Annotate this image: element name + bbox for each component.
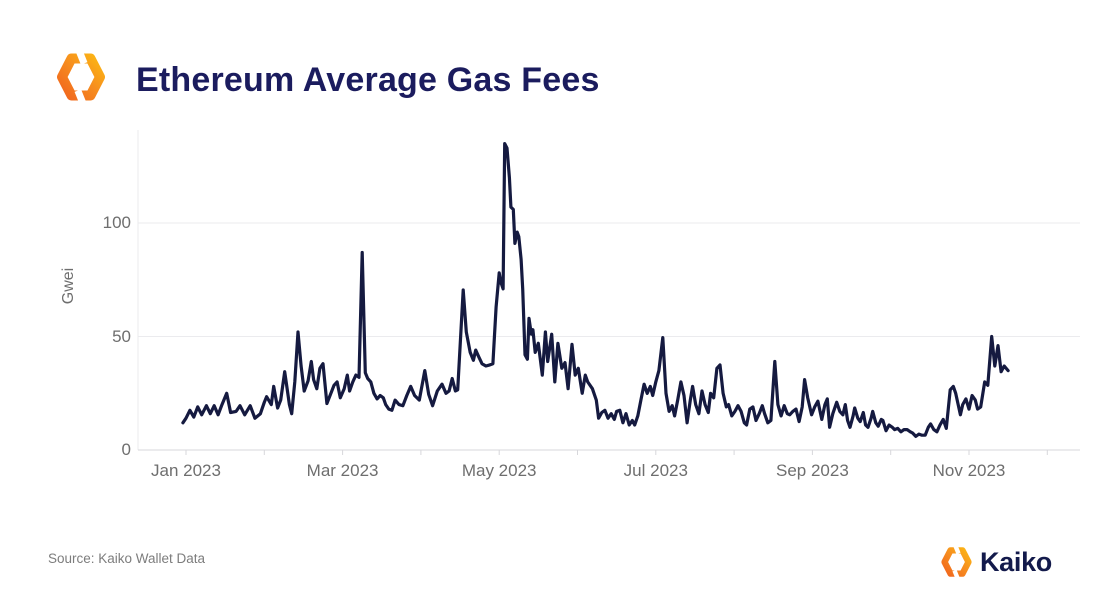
source-attribution: Source: Kaiko Wallet Data bbox=[48, 551, 206, 566]
x-tick-label-sep: Sep 2023 bbox=[775, 461, 849, 480]
x-tick-label-mar: Mar 2023 bbox=[306, 461, 379, 480]
header: Ethereum Average Gas Fees bbox=[0, 0, 1100, 120]
x-tick-label-may: May 2023 bbox=[461, 461, 537, 480]
kaiko-wordmark: Kaiko bbox=[979, 547, 1052, 577]
x-tick-label-nov: Nov 2023 bbox=[932, 461, 1006, 480]
y-tick-label-0: 0 bbox=[121, 440, 131, 459]
x-tick-label-jul: Jul 2023 bbox=[623, 461, 688, 480]
chart-title: Ethereum Average Gas Fees bbox=[136, 61, 600, 99]
kaiko-brand-lockup: Kaiko bbox=[941, 544, 1052, 580]
y-tick-label-100: 100 bbox=[102, 213, 131, 232]
y-tick-label-50: 50 bbox=[112, 326, 131, 346]
kaiko-logo-icon-small bbox=[941, 545, 972, 579]
x-tick-label-jan: Jan 2023 bbox=[151, 461, 221, 480]
gas-fee-trend-line bbox=[181, 142, 1010, 438]
y-axis-title: Gwei bbox=[60, 267, 77, 305]
